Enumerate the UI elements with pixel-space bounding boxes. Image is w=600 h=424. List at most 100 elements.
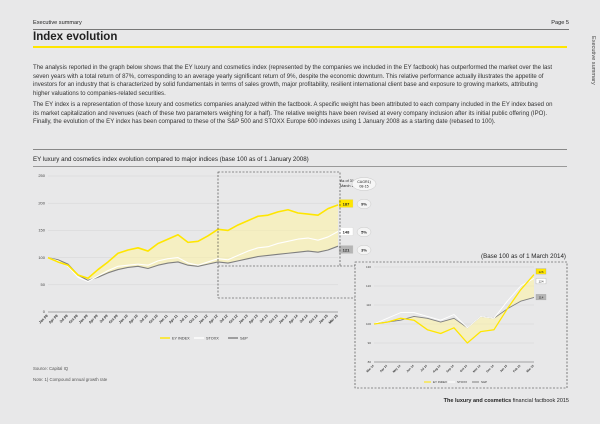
- end-value-box: [338, 245, 354, 254]
- y-tick-label: 110: [366, 303, 371, 307]
- series-line-eyindex: [373, 274, 535, 344]
- x-tick-label: Apr 14: [288, 314, 299, 325]
- x-tick-label: Jun 14: [405, 364, 415, 374]
- x-tick-label: Jan 14: [278, 314, 289, 325]
- cagr-circle: [356, 244, 372, 255]
- x-tick-label: Oct 10: [148, 314, 159, 325]
- x-tick-label: Jul 12: [219, 314, 229, 324]
- series-line-eyindex: [47, 204, 339, 280]
- x-tick-label: Jul 10: [139, 314, 149, 324]
- x-tick-label: Jan 11: [158, 314, 169, 325]
- x-tick-label: Feb 15: [512, 364, 522, 374]
- cagr-value: 5%: [361, 230, 367, 235]
- title-underline: [33, 46, 567, 48]
- end-value: 121: [343, 248, 350, 253]
- series-line-sp: [47, 245, 339, 281]
- cagr-period: 08-15: [359, 185, 368, 189]
- ey-area: [374, 274, 534, 343]
- x-tick-label: Jan 13: [238, 314, 249, 325]
- x-tick-label: Mar 15: [328, 314, 339, 325]
- inset-chart-group: (Base 100 as of 1 March 2014) 130 120 110 10…: [354, 253, 568, 389]
- x-tick-label: Jan 12: [198, 314, 209, 325]
- x-tick-label: Apr 12: [208, 314, 219, 325]
- x-tick-label: Oct 11: [188, 314, 198, 324]
- inset-legend-label: S&P: [481, 380, 487, 384]
- inset-legend-label: STOXX: [457, 380, 467, 384]
- x-tick-label: Jul 14: [299, 314, 309, 324]
- legend-label: EY INDEX: [172, 336, 190, 340]
- end-value-box: [338, 199, 354, 208]
- y-tick-label: 100: [38, 255, 45, 260]
- x-tick-label: Apr 14: [379, 364, 388, 373]
- x-tick-label: Oct 12: [228, 314, 239, 325]
- footer: The luxury and cosmetics financial factb…: [444, 398, 569, 404]
- cagr-circle: [356, 198, 372, 209]
- x-tick-label: Oct 13: [268, 314, 279, 325]
- x-tick-label: Jul 09: [99, 314, 109, 324]
- x-tick-label: Apr 11: [168, 314, 179, 325]
- y-tick-label: 80: [368, 360, 372, 364]
- x-tick-label: Oct 09: [108, 314, 119, 325]
- y-tick-label: 200: [38, 200, 45, 205]
- legend-label: S&P: [240, 336, 248, 340]
- annotation-label-1: As of 31: [340, 179, 354, 183]
- chart-title: EY luxury and cosmetics index evolution …: [33, 156, 309, 163]
- x-tick-label: Apr 13: [248, 314, 259, 325]
- y-tick-label: 120: [366, 284, 371, 288]
- legend-label: STOXX: [206, 336, 219, 340]
- y-tick-label: 150: [38, 228, 45, 233]
- annotation-label-2: March 2015: [340, 184, 360, 188]
- x-tick-label: Jan 10: [118, 314, 129, 325]
- x-tick-label: Oct 14: [459, 364, 468, 373]
- y-tick-label: 130: [366, 265, 371, 269]
- y-tick-label: 0: [43, 309, 46, 314]
- y-tick-label: 90: [368, 341, 372, 345]
- x-tick-label: Dec 14: [485, 364, 495, 374]
- x-tick-label: Jan 09: [78, 314, 89, 325]
- series-line-stoxx: [47, 231, 339, 283]
- source-note: Source: Capital IQ: [33, 366, 69, 371]
- x-tick-label: Mar 14: [365, 364, 375, 374]
- end-value-box: [338, 227, 354, 236]
- x-tick-label: Jan 08: [38, 314, 49, 325]
- x-tick-label: Jul 13: [259, 314, 269, 324]
- x-tick-label: Jan 15: [499, 364, 508, 373]
- x-tick-label: Sep 14: [445, 364, 455, 374]
- series-line-stoxx: [373, 278, 535, 329]
- y-tick-label: 250: [38, 173, 45, 178]
- page-title: Index evolution: [33, 31, 118, 43]
- y-tick-label: 100: [366, 322, 371, 326]
- page-number: Page 5: [551, 20, 569, 26]
- inset-end-box: [535, 268, 547, 275]
- x-tick-label: Mar 15: [525, 364, 535, 374]
- x-tick-label: Jul 14: [419, 364, 428, 373]
- footer-rest: financial factbook 2015: [511, 398, 569, 404]
- y-tick-label: 50: [41, 282, 46, 287]
- x-tick-label: Jul 08: [59, 314, 69, 324]
- end-value: 148: [343, 230, 350, 235]
- end-value: 187: [343, 202, 350, 207]
- inset-end-box: [535, 294, 547, 301]
- x-tick-label: Jul 11: [179, 314, 189, 324]
- zoom-box: [217, 171, 341, 267]
- inset-title: (Base 100 as of 1 March 2014): [481, 253, 566, 260]
- cagr-note: Note: 1) Compound annual growth rate: [33, 377, 108, 382]
- chart-divider: [33, 166, 567, 167]
- page-header: Executive summary Page 5: [33, 18, 569, 30]
- cagr-value: 9%: [361, 202, 367, 207]
- ey-area: [48, 204, 338, 281]
- paragraph-2: The EY index is a representation of thos…: [33, 102, 553, 126]
- x-tick-label: May 14: [392, 364, 402, 374]
- footer-bold: The luxury and cosmetics: [443, 398, 512, 404]
- chart-divider-top: [33, 149, 567, 150]
- inset-end-value: 126: [538, 270, 543, 274]
- cagr-value: 3%: [361, 248, 367, 253]
- x-tick-label: Jan 15: [318, 314, 329, 325]
- x-tick-label: Aug 14: [432, 364, 442, 374]
- cagr-circle: [356, 226, 372, 237]
- side-tab[interactable]: Executive summary: [590, 36, 596, 85]
- x-tick-label: Oct 08: [68, 314, 79, 325]
- inset-legend-label: EY INDEX: [433, 380, 447, 384]
